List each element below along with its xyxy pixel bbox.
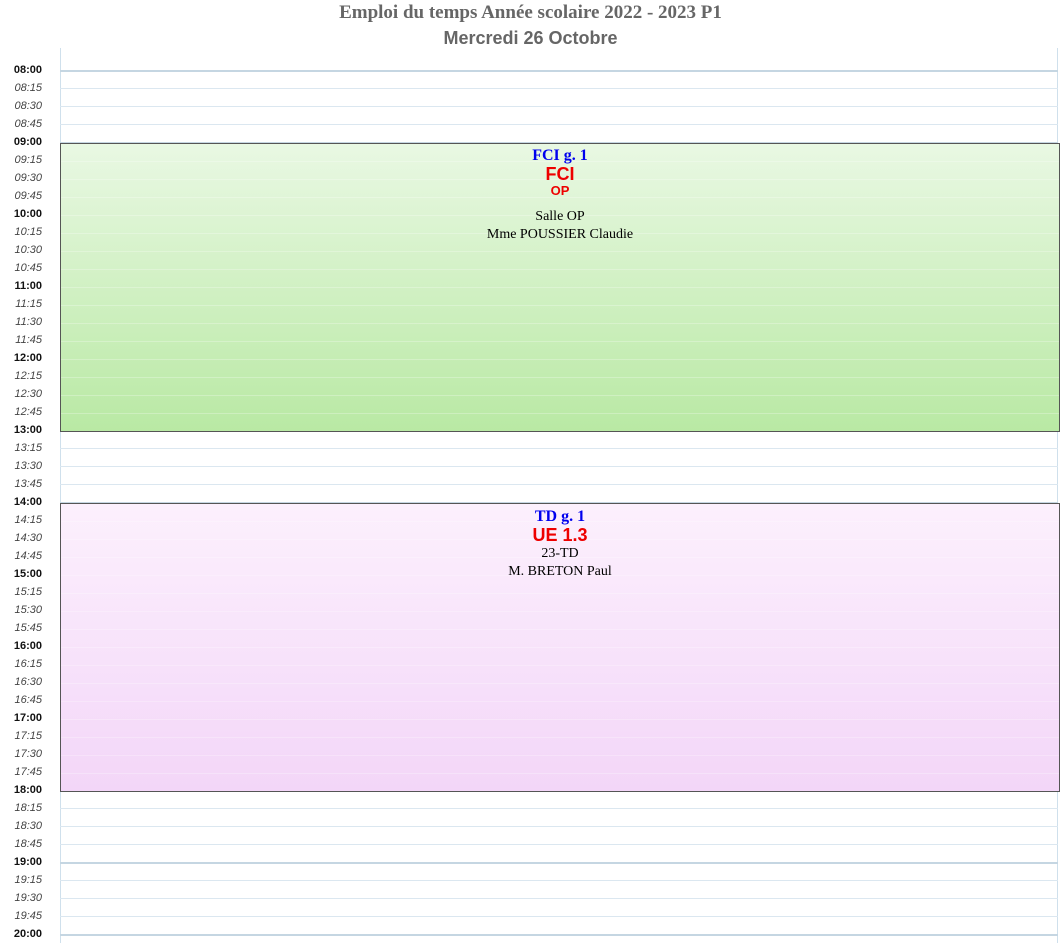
time-label: 14:00 [13, 496, 42, 508]
time-label: 09:00 [13, 136, 42, 148]
time-label: 15:45 [14, 622, 42, 634]
time-label: 10:45 [14, 262, 42, 274]
time-row-line [60, 934, 1058, 936]
page-subtitle: Mercredi 26 Octobre [443, 28, 618, 48]
event-group: FCI g. 1 [532, 147, 588, 164]
time-label: 08:45 [14, 118, 42, 130]
event-subject: FCI [545, 164, 575, 184]
time-label: 14:45 [14, 550, 42, 562]
time-label: 16:45 [14, 694, 42, 706]
time-label: 10:15 [14, 226, 42, 238]
time-label: 18:30 [14, 820, 42, 832]
time-label: 13:30 [14, 460, 42, 472]
event-teacher: Mme POUSSIER Claudie [486, 227, 634, 242]
time-label: 10:30 [14, 244, 42, 256]
time-row-line [60, 844, 1058, 845]
time-label: 12:45 [14, 406, 42, 418]
time-row-line [60, 808, 1058, 809]
time-label: 14:15 [14, 514, 42, 526]
time-label: 15:00 [13, 568, 42, 580]
time-row-line [60, 862, 1058, 864]
time-label: 09:15 [14, 154, 42, 166]
event-room: Salle OP [535, 209, 585, 224]
time-row-line [60, 916, 1058, 917]
time-label: 18:15 [14, 802, 42, 814]
time-label: 09:45 [14, 190, 42, 202]
time-label: 09:30 [14, 172, 42, 184]
timetable-grid [60, 48, 1058, 943]
time-row-line [60, 898, 1058, 899]
time-label: 12:15 [14, 370, 42, 382]
time-label: 17:00 [13, 712, 42, 724]
time-label: 19:45 [14, 910, 42, 922]
time-row-line [60, 88, 1058, 89]
time-row-line [60, 448, 1058, 449]
time-label: 13:00 [13, 424, 42, 436]
time-label: 20:00 [13, 928, 42, 940]
time-row-line [60, 880, 1058, 881]
time-label: 13:45 [14, 478, 42, 490]
time-label: 08:30 [14, 100, 42, 112]
time-label: 18:45 [14, 838, 42, 850]
time-label: 17:30 [14, 748, 42, 760]
page-title: Emploi du temps Année scolaire 2022 - 20… [339, 2, 722, 23]
time-label: 11:15 [15, 298, 42, 310]
time-label: 17:15 [14, 730, 42, 742]
time-label: 11:45 [15, 334, 42, 346]
time-label: 11:30 [15, 316, 42, 328]
time-label: 08:00 [13, 64, 42, 76]
event-detail: OP [550, 183, 570, 198]
event-block-td[interactable]: TD g. 1 UE 1.3 23-TD M. BRETON Paul [60, 503, 1060, 792]
time-label: 15:15 [14, 586, 42, 598]
time-label: 11:00 [14, 280, 42, 292]
time-label: 14:30 [14, 532, 42, 544]
time-label: 19:00 [13, 856, 42, 868]
time-label: 15:30 [14, 604, 42, 616]
time-label: 13:15 [14, 442, 42, 454]
event-teacher: M. BRETON Paul [508, 564, 612, 579]
event-room: 23-TD [541, 546, 579, 561]
time-row-line [60, 70, 1058, 72]
time-label: 17:45 [14, 766, 42, 778]
time-label: 18:00 [13, 784, 42, 796]
time-row-line [60, 106, 1058, 107]
time-row-line [60, 466, 1058, 467]
time-row-line [60, 484, 1058, 485]
event-block-fci[interactable]: FCI g. 1 FCI OP Salle OP Mme POUSSIER Cl… [60, 143, 1060, 432]
time-label: 19:15 [14, 874, 42, 886]
event-group: TD g. 1 [534, 508, 586, 525]
time-label: 19:30 [14, 892, 42, 904]
time-row-line [60, 124, 1058, 125]
time-label: 12:30 [14, 388, 42, 400]
time-row-line [60, 826, 1058, 827]
time-label: 16:15 [14, 658, 42, 670]
event-subject: UE 1.3 [532, 525, 588, 545]
time-label: 16:00 [13, 640, 42, 652]
time-label: 10:00 [13, 208, 42, 220]
time-label: 16:30 [14, 676, 42, 688]
time-label: 12:00 [13, 352, 42, 364]
time-label: 08:15 [14, 82, 42, 94]
